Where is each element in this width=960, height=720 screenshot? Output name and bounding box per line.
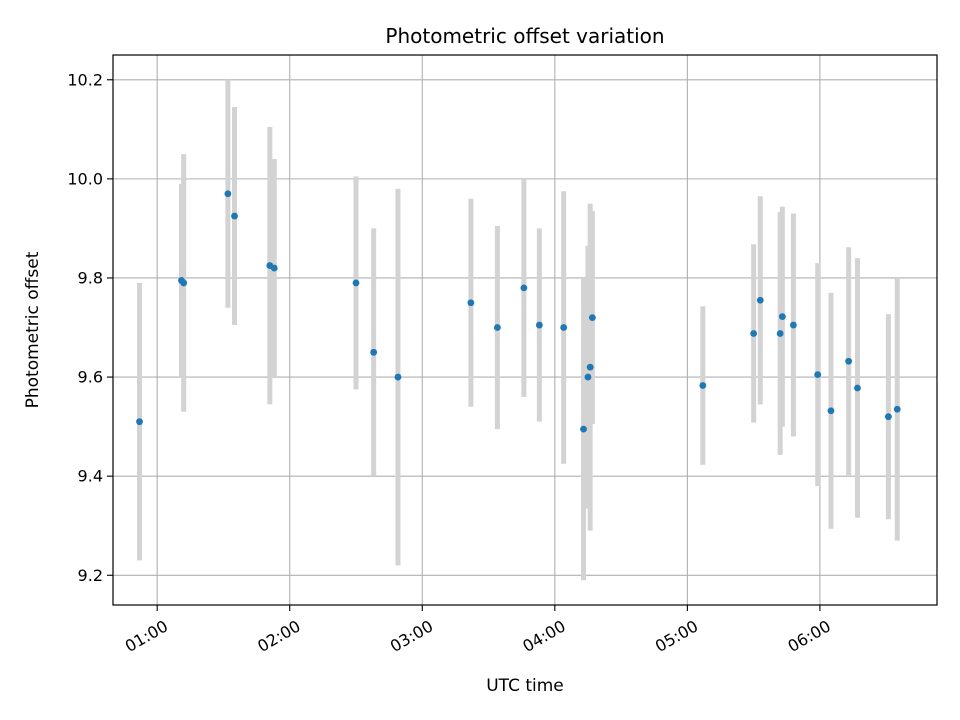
y-axis-title: Photometric offset bbox=[23, 251, 43, 408]
data-point bbox=[586, 363, 594, 371]
data-point bbox=[776, 330, 784, 337]
data-point bbox=[778, 313, 786, 321]
data-point bbox=[370, 348, 378, 356]
y-axis-ticks: 9.2 9.4 9.6 9.8 10.0 10.2 bbox=[67, 70, 113, 585]
data-point bbox=[845, 357, 853, 365]
chart-title: Photometric offset variation bbox=[385, 24, 664, 48]
data-points bbox=[136, 190, 901, 433]
data-point bbox=[790, 321, 797, 329]
y-tick-label: 9.2 bbox=[78, 566, 103, 585]
data-point bbox=[750, 330, 758, 337]
y-tick-label: 9.4 bbox=[78, 467, 103, 486]
data-point bbox=[699, 382, 707, 389]
data-point bbox=[467, 299, 475, 307]
data-point bbox=[884, 413, 892, 421]
data-point bbox=[493, 324, 501, 331]
data-point bbox=[827, 407, 835, 415]
y-tick-label: 10.0 bbox=[67, 169, 103, 188]
data-point bbox=[520, 284, 528, 292]
y-tick-label: 9.8 bbox=[78, 268, 103, 287]
plot-area-frame bbox=[112, 54, 938, 606]
y-tick-label: 10.2 bbox=[67, 70, 103, 89]
data-point bbox=[756, 296, 764, 304]
data-point bbox=[560, 324, 568, 331]
data-point bbox=[854, 384, 861, 392]
data-point bbox=[224, 190, 232, 198]
data-point bbox=[588, 314, 596, 322]
data-point bbox=[136, 418, 143, 426]
data-point bbox=[394, 373, 402, 381]
data-point bbox=[535, 321, 543, 329]
data-point bbox=[814, 371, 822, 378]
data-point bbox=[231, 212, 238, 220]
data-point bbox=[584, 373, 592, 381]
y-tick-label: 9.6 bbox=[78, 368, 103, 387]
data-point bbox=[270, 264, 278, 272]
data-point bbox=[580, 425, 587, 433]
x-axis-title: UTC time bbox=[486, 676, 564, 696]
data-point bbox=[352, 279, 360, 287]
data-point bbox=[180, 279, 188, 287]
data-point bbox=[893, 405, 901, 413]
